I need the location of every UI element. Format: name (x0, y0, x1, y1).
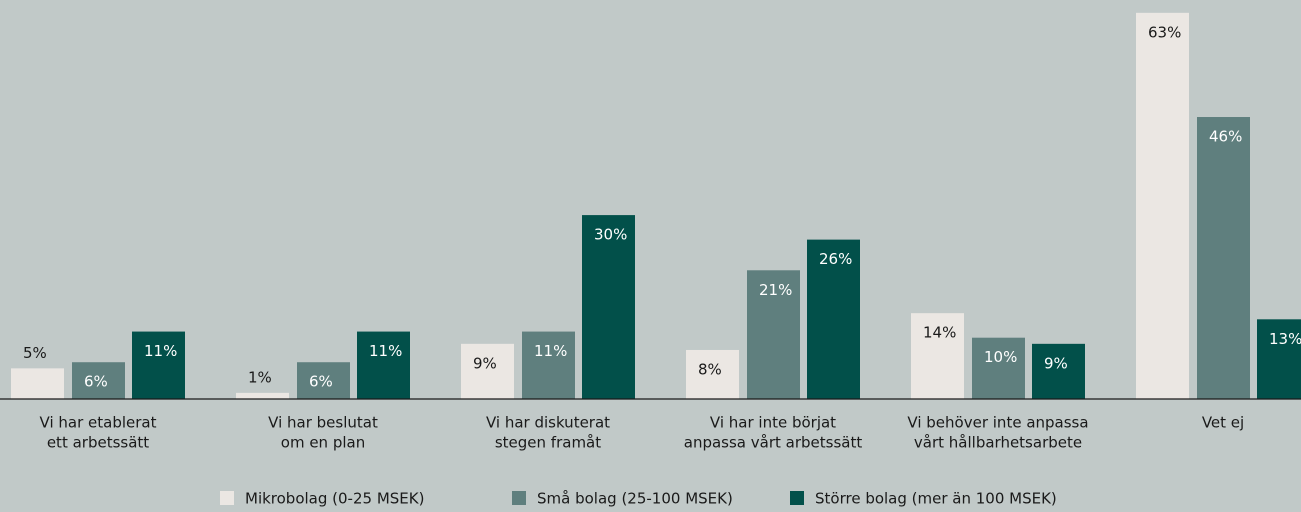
x-tick-label: ett arbetssätt (47, 434, 149, 452)
x-tick-label: anpassa vårt arbetssätt (684, 434, 863, 452)
x-tick-label: vårt hållbarhetsarbete (914, 434, 1082, 452)
bar (72, 362, 125, 399)
x-tick-label: stegen framåt (495, 434, 601, 452)
bar (1136, 12, 1189, 400)
bar (972, 337, 1025, 399)
value-label: 11% (534, 342, 567, 360)
value-label: 11% (369, 342, 402, 360)
value-label: 11% (144, 342, 177, 360)
legend-label: Små bolag (25-100 MSEK) (537, 490, 733, 508)
value-label: 14% (923, 324, 956, 342)
value-label: 8% (698, 360, 722, 378)
x-tick-label: Vi har etablerat (40, 414, 157, 432)
legend-swatch (790, 491, 804, 505)
value-label: 63% (1148, 23, 1181, 41)
x-tick-label: Vi har diskuterat (486, 414, 610, 432)
bar (747, 270, 800, 399)
bar (236, 392, 289, 399)
value-label: 13% (1269, 330, 1301, 348)
value-label: 6% (84, 373, 108, 391)
value-label: 6% (309, 373, 333, 391)
value-label: 5% (23, 344, 47, 362)
value-label: 9% (473, 354, 497, 372)
value-label: 9% (1044, 354, 1068, 372)
bar (461, 343, 514, 399)
bar (1032, 343, 1085, 399)
bar (911, 313, 964, 399)
x-tick-label: Vi har inte börjat (710, 414, 836, 432)
value-label: 10% (984, 348, 1017, 366)
bar (11, 368, 64, 399)
x-tick-label: Vet ej (1202, 414, 1244, 432)
bar (357, 331, 410, 399)
bar (297, 362, 350, 399)
value-label: 21% (759, 281, 792, 299)
bar (522, 331, 575, 399)
bar (686, 349, 739, 399)
legend-swatch (220, 491, 234, 505)
x-tick-label: om en plan (281, 434, 365, 452)
legend-label: Större bolag (mer än 100 MSEK) (815, 490, 1057, 508)
value-label: 30% (594, 226, 627, 244)
bar (1197, 117, 1250, 400)
x-tick-label: Vi har beslutat (268, 414, 378, 432)
bar (1257, 319, 1301, 399)
bar (807, 239, 860, 399)
bar (132, 331, 185, 399)
legend-label: Mikrobolag (0-25 MSEK) (245, 490, 424, 508)
value-label: 1% (248, 368, 272, 386)
value-label: 46% (1209, 128, 1242, 146)
legend-swatch (512, 491, 526, 505)
x-tick-label: Vi behöver inte anpassa (907, 414, 1088, 432)
bar (582, 215, 635, 399)
value-label: 26% (819, 250, 852, 268)
